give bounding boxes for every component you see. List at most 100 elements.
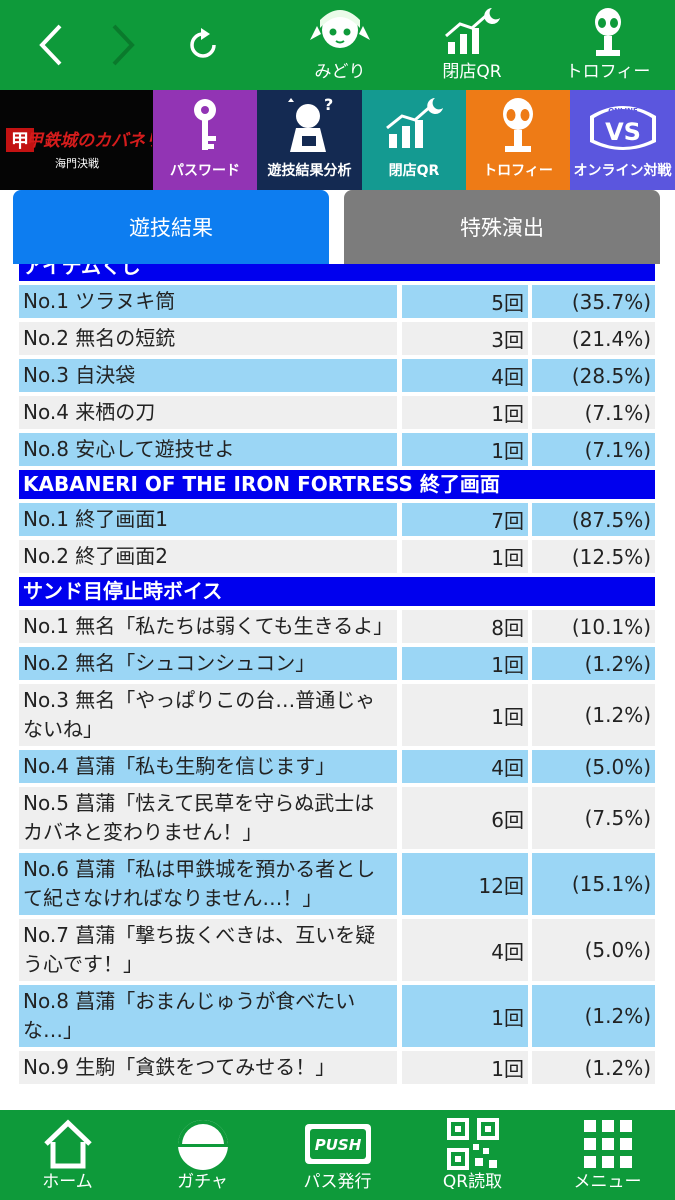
chevron-left-icon — [39, 24, 62, 66]
qr-scan-button[interactable]: QR読取 — [405, 1110, 540, 1200]
table-row: No.2 無名の短銃 3回 (21.4%) — [19, 322, 655, 355]
table-row: No.1 無名「私たちは弱くても生きるよ」 8回 (10.1%) — [19, 610, 655, 643]
midori-button[interactable]: みどり — [300, 0, 380, 90]
svg-text:甲: 甲 — [11, 131, 29, 152]
push-ticket-icon: PUSH — [304, 1124, 371, 1164]
section-header-stop-voice: サンド目停止時ボイス — [19, 577, 655, 606]
home-label: ホーム — [42, 1172, 93, 1192]
table-row: No.1 終了画面1 7回 (87.5%) — [19, 503, 655, 536]
table-row: No.5 菖蒲「怯えて民草を守らぬ武士はカバネと変わりません！」 6回 (7.5%) — [19, 787, 655, 849]
row-percent: (7.5%) — [532, 787, 655, 849]
tab-play-results[interactable]: 遊技結果 — [13, 190, 329, 264]
table-row: No.8 安心して遊技せよ 1回 (7.1%) — [19, 433, 655, 466]
row-percent: (5.0%) — [532, 750, 655, 783]
table-row: No.7 菖蒲「撃ち抜くべきは、互いを疑う心です！」 4回 (5.0%) — [19, 919, 655, 981]
gacha-label: ガチャ — [177, 1172, 228, 1192]
online-battle-label: オンライン対戦 — [573, 163, 672, 179]
row-percent: (1.2%) — [532, 1051, 655, 1084]
bottom-nav: ホーム ガチャ PUSH パス発行 QR読取 — [0, 1110, 675, 1200]
table-row: No.1 ツラヌキ筒 5回 (35.7%) — [19, 285, 655, 318]
menu-grid-icon — [583, 1120, 632, 1168]
pass-issue-label: パス発行 — [303, 1172, 372, 1192]
section-header-item-lottery: アイテムくじ — [19, 264, 655, 281]
row-count: 6回 — [402, 787, 528, 849]
row-count: 1回 — [402, 684, 528, 746]
row-name: No.4 菖蒲「私も生駒を信じます」 — [19, 750, 397, 783]
table-row: No.4 来栖の刀 1回 (7.1%) — [19, 396, 655, 429]
row-count: 1回 — [402, 396, 528, 429]
row-count: 7回 — [402, 503, 528, 536]
row-name: No.1 無名「私たちは弱くても生きるよ」 — [19, 610, 397, 643]
row-name: No.6 菖蒲「私は甲鉄城を預かる者として紀さなければなりません…！」 — [19, 853, 397, 915]
row-count: 8回 — [402, 610, 528, 643]
closing-qr-nav-label: 閉店QR — [442, 62, 502, 82]
table-row: No.6 菖蒲「私は甲鉄城を預かる者として紀さなければなりません…！」 12回 (1… — [19, 853, 655, 915]
pass-issue-button[interactable]: PUSH パス発行 — [270, 1110, 405, 1200]
online-battle-tile[interactable]: VS ONLINE オンライン対戦 — [570, 90, 675, 190]
key-icon — [194, 99, 216, 150]
row-count: 1回 — [402, 540, 528, 573]
row-count: 12回 — [402, 853, 528, 915]
password-tile[interactable]: パスワード — [153, 90, 257, 190]
table-row: No.2 無名「シュコンシュコン」 1回 (1.2%) — [19, 647, 655, 680]
chevron-right-icon — [112, 24, 135, 66]
row-percent: (87.5%) — [532, 503, 655, 536]
row-name: No.5 菖蒲「怯えて民草を守らぬ武士はカバネと変わりません！」 — [19, 787, 397, 849]
row-percent: (35.7%) — [532, 285, 655, 318]
reload-button[interactable] — [184, 26, 222, 68]
table-row: No.2 終了画面2 1回 (12.5%) — [19, 540, 655, 573]
row-percent: (1.2%) — [532, 985, 655, 1047]
feature-banner: 甲 甲鉄城のカバネリ 海門決戦 パスワード ? 遊技結果分析 閉店QR — [0, 90, 675, 190]
svg-text:ONLINE: ONLINE — [608, 107, 638, 115]
row-name: No.1 ツラヌキ筒 — [19, 285, 397, 318]
row-name: No.3 自決袋 — [19, 359, 397, 392]
home-icon — [43, 1119, 92, 1169]
home-button[interactable]: ホーム — [0, 1110, 135, 1200]
row-name: No.8 菖蒲「おまんじゅうが食べたいな…」 — [19, 985, 397, 1047]
closing-qr-label: 閉店QR — [388, 163, 440, 179]
password-label: パスワード — [170, 163, 240, 179]
row-count: 1回 — [402, 433, 528, 466]
row-name: No.8 安心して遊技せよ — [19, 433, 397, 466]
game-logo[interactable]: 甲 甲鉄城のカバネリ 海門決戦 — [0, 90, 153, 190]
row-count: 1回 — [402, 1051, 528, 1084]
row-name: No.4 来栖の刀 — [19, 396, 397, 429]
trophy-tile[interactable]: トロフィー — [466, 90, 570, 190]
results-list: アイテムくじ No.1 ツラヌキ筒 5回 (35.7%) No.2 無名の短銃 3回(… — [19, 264, 655, 1088]
row-percent: (10.1%) — [532, 610, 655, 643]
table-row: No.8 菖蒲「おまんじゅうが食べたいな…」 1回 (1.2%) — [19, 985, 655, 1047]
reload-icon — [190, 28, 216, 58]
results-scroll-area[interactable]: アイテムくじ No.1 ツラヌキ筒 5回 (35.7%) No.2 無名の短銃 3回(… — [0, 264, 675, 1110]
menu-button[interactable]: メニュー — [540, 1110, 675, 1200]
row-count: 3回 — [402, 322, 528, 355]
analysis-tile[interactable]: ? 遊技結果分析 — [257, 90, 362, 190]
row-name: No.2 無名の短銃 — [19, 322, 397, 355]
alien-character-icon — [503, 98, 533, 152]
svg-text:VS: VS — [605, 118, 641, 146]
svg-text:海門決戦: 海門決戦 — [55, 156, 99, 170]
row-percent: (5.0%) — [532, 919, 655, 981]
svg-text:?: ? — [324, 96, 333, 114]
analysis-label: 遊技結果分析 — [267, 163, 352, 179]
analysis-character-icon: ? — [287, 96, 333, 152]
closing-qr-tile[interactable]: 閉店QR — [362, 90, 466, 190]
row-percent: (21.4%) — [532, 322, 655, 355]
table-row: No.9 生駒「貪鉄をつてみせる！」 1回 (1.2%) — [19, 1051, 655, 1084]
table-row: No.3 無名「やっぱりこの台…普通じゃないね」 1回 (1.2%) — [19, 684, 655, 746]
closing-qr-nav-button[interactable]: 閉店QR — [428, 0, 516, 90]
forward-button[interactable] — [108, 22, 140, 72]
tab-special-effects[interactable]: 特殊演出 — [344, 190, 660, 264]
row-percent: (28.5%) — [532, 359, 655, 392]
chart-moon-icon — [445, 8, 500, 54]
gacha-button[interactable]: ガチャ — [135, 1110, 270, 1200]
row-name: No.2 無名「シュコンシュコン」 — [19, 647, 397, 680]
back-button[interactable] — [34, 22, 66, 72]
row-name: No.2 終了画面2 — [19, 540, 397, 573]
row-count: 1回 — [402, 647, 528, 680]
result-tabs: 遊技結果 特殊演出 — [0, 190, 675, 264]
trophy-nav-button[interactable]: トロフィー — [566, 0, 650, 90]
trophy-nav-label: トロフィー — [565, 62, 651, 82]
row-count: 1回 — [402, 985, 528, 1047]
svg-text:甲鉄城のカバネリ: 甲鉄城のカバネリ — [26, 131, 152, 151]
section-header-ending-screen: KABANERI OF THE IRON FORTRESS 終了画面 — [19, 470, 655, 499]
